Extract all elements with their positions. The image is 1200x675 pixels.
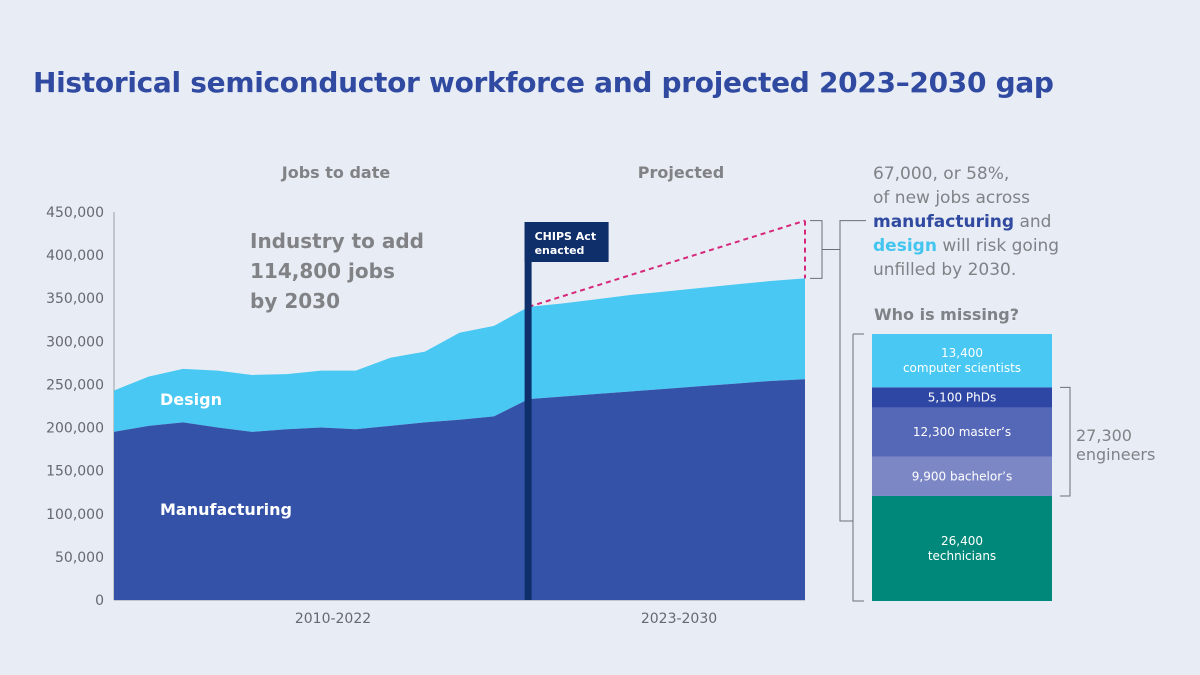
x-label-projected: 2023-2030	[641, 611, 717, 627]
y-tick-label: 350,000	[46, 291, 104, 307]
design-area	[114, 278, 805, 432]
engineers-total-label: 27,300 engineers	[1076, 426, 1155, 464]
y-tick-label: 100,000	[46, 507, 104, 523]
series-label-design: Design	[160, 390, 222, 409]
series-label-manufacturing: Manufacturing	[160, 500, 292, 519]
y-tick-label: 300,000	[46, 334, 104, 350]
gap-bracket-connector	[822, 220, 866, 251]
y-tick-label: 200,000	[46, 421, 104, 437]
segment-label-computer_scientists: computer scientists	[903, 361, 1021, 375]
gap-bracket	[810, 220, 823, 279]
section-label-projected: Projected	[638, 163, 724, 182]
callout-line-5: unfilled by 2030.	[873, 260, 1017, 280]
x-label-historical: 2010-2022	[295, 611, 371, 627]
y-axis: 0 50,000 100,000 150,000 200,000 250,000 300,0…	[46, 205, 805, 609]
y-tick-label: 0	[95, 593, 104, 609]
y-tick-label: 150,000	[46, 464, 104, 480]
chart-labels: Jobs to date Projected Industry to add 114,…	[160, 163, 724, 627]
segment-phd	[872, 387, 1052, 408]
section-label-jobs-to-date: Jobs to date	[281, 163, 391, 182]
brackets	[810, 220, 1071, 602]
who-is-missing-title: Who is missing?	[874, 305, 1019, 324]
who-missing-connector	[839, 249, 853, 522]
segment-label-bachelors: 9,900 bachelor’s	[912, 469, 1012, 483]
headline-line: Industry to add	[250, 229, 424, 253]
segment-label-phd: 5,100 PhDs	[928, 390, 997, 404]
engineers-total-word: engineers	[1076, 445, 1156, 464]
manufacturing-area	[114, 379, 805, 600]
who-missing-bracket	[852, 333, 864, 602]
callout-line-1: 67,000, or 58%,	[873, 164, 1010, 184]
headline-line: 114,800 jobs	[250, 259, 395, 283]
chips-act-label-line-2: enacted	[535, 244, 585, 257]
callout-line-4: design will risk going	[873, 234, 1113, 258]
callout-line-3: manufacturing and	[873, 210, 1113, 234]
segment-masters	[872, 407, 1052, 457]
engineers-bracket	[1060, 386, 1071, 497]
segment-label-technicians: 26,400	[941, 534, 983, 548]
area-series	[114, 219, 806, 600]
chips-act-pole	[524, 222, 532, 600]
segment-technicians	[872, 495, 1052, 601]
chips-act-flag	[524, 222, 609, 262]
segment-computer_scientists	[872, 334, 1052, 388]
callout-line-4-rest: will risk going	[936, 236, 1060, 256]
y-tick-label: 450,000	[46, 205, 104, 221]
segment-label-computer_scientists: 13,400	[941, 346, 983, 360]
gap-callout: 67,000, or 58%, of new jobs across manuf…	[873, 162, 1113, 282]
segment-label-masters: 12,300 master’s	[913, 425, 1011, 439]
y-tick-label: 50,000	[55, 550, 104, 566]
segment-label-technicians: technicians	[928, 549, 996, 563]
callout-line-2: of new jobs across	[873, 188, 1031, 208]
chart-title: Historical semiconductor workforce and p…	[33, 66, 1054, 99]
headline-line: by 2030	[250, 289, 340, 313]
y-tick-label: 400,000	[46, 248, 104, 264]
callout-manufacturing: manufacturing	[873, 212, 1015, 232]
callout-and: and	[1014, 212, 1052, 232]
engineers-total-value: 27,300	[1076, 426, 1132, 445]
chips-act-label-line-1: CHIPS Act	[535, 230, 596, 243]
segment-bachelors	[872, 456, 1052, 496]
y-tick-label: 250,000	[46, 377, 104, 393]
callout-design: design	[873, 236, 937, 256]
projected-demand-line	[528, 219, 806, 308]
